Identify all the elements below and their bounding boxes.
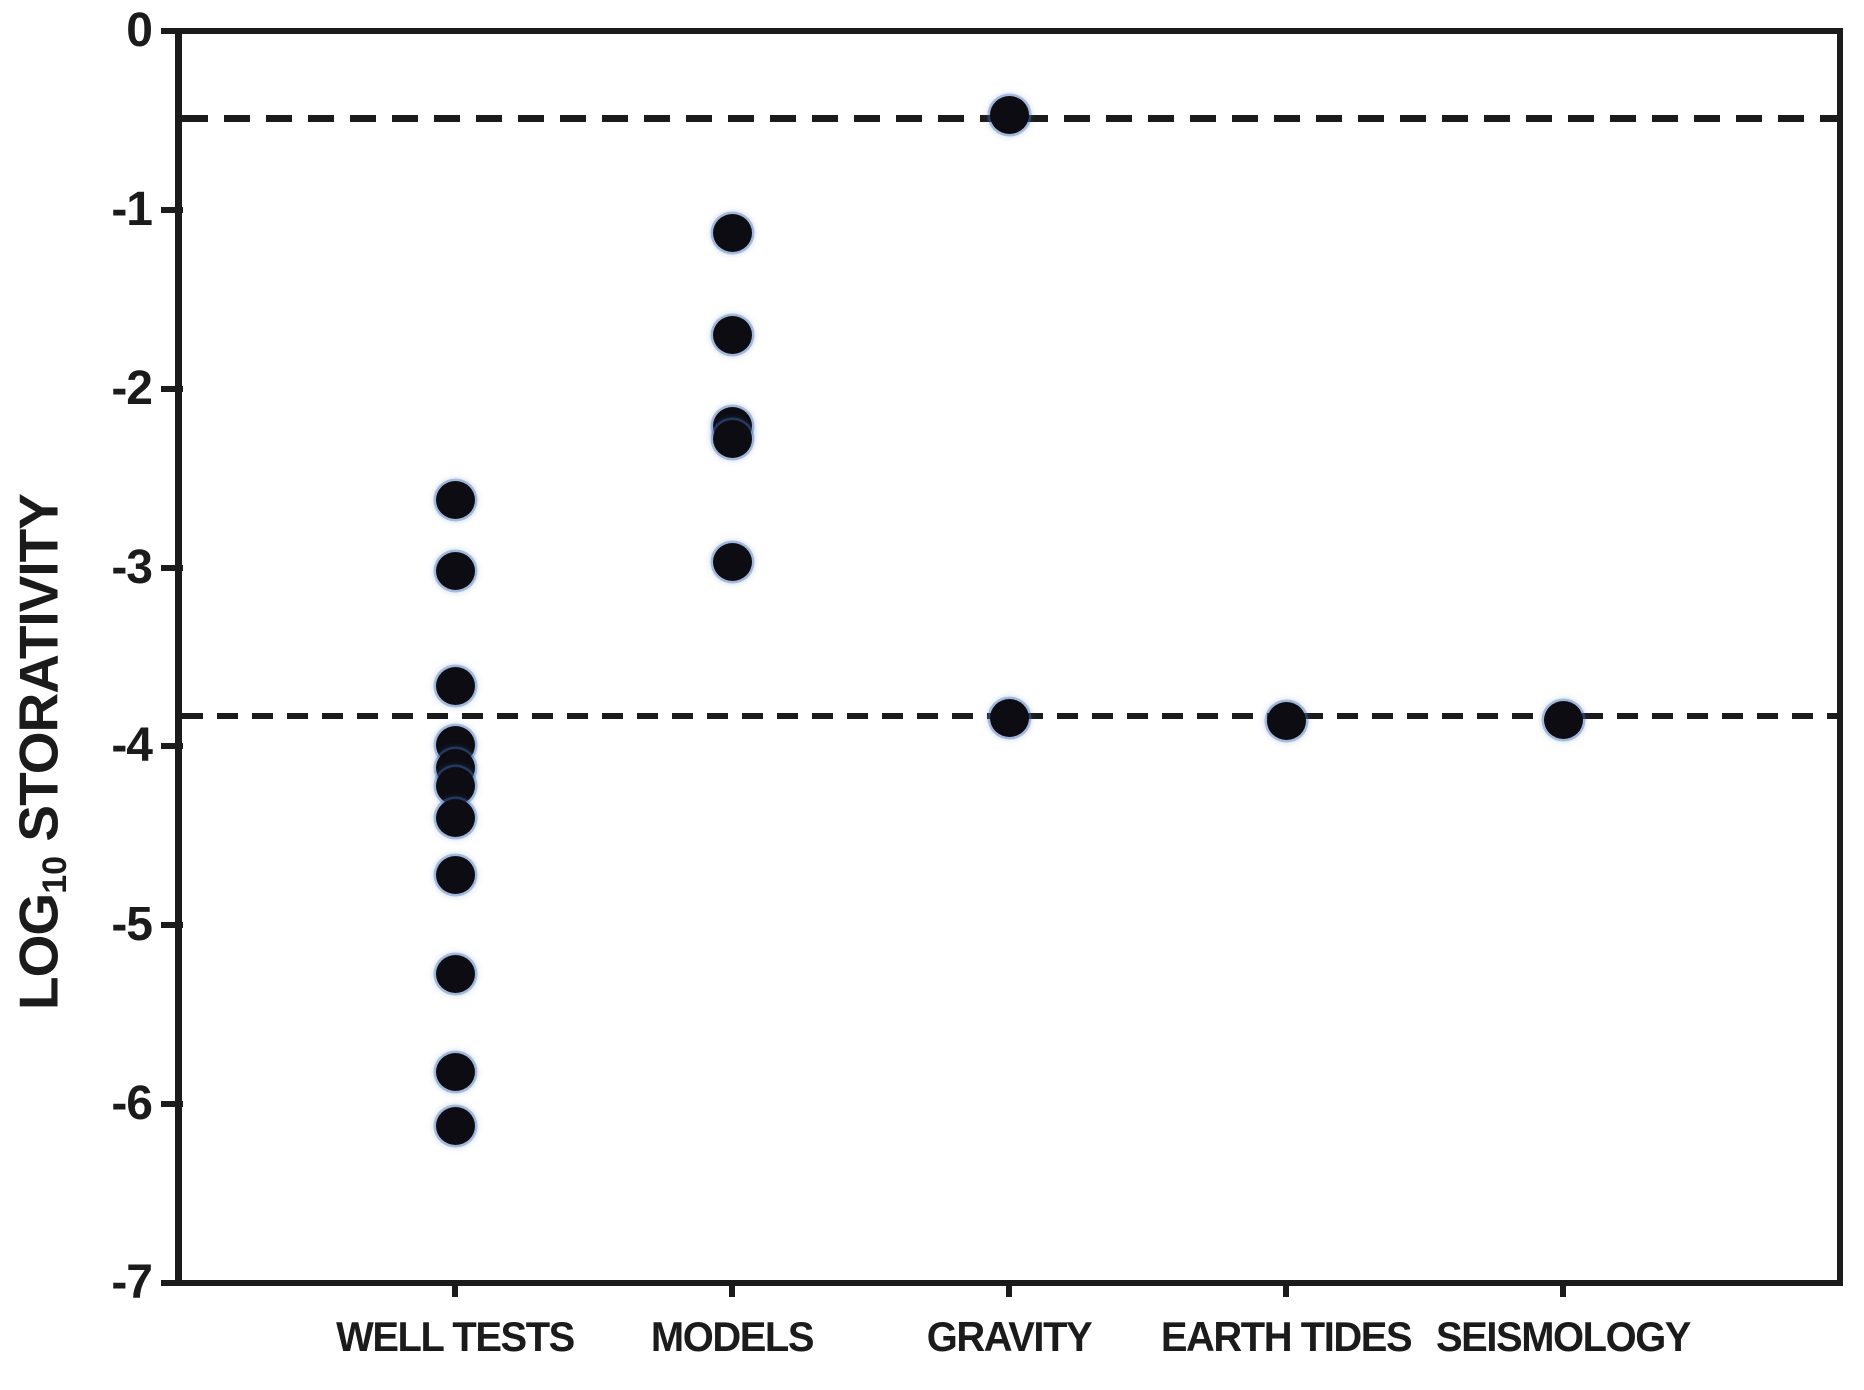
data-point — [712, 543, 752, 582]
data-point — [1543, 700, 1583, 739]
data-point — [1266, 702, 1306, 741]
x-tick-mark — [452, 1280, 458, 1297]
data-point — [712, 214, 752, 253]
x-tick-mark — [729, 1280, 735, 1297]
data-point — [435, 856, 475, 895]
y-axis-title-subscript: 10 — [36, 855, 75, 894]
x-tick-mark — [1560, 1280, 1566, 1297]
data-point — [989, 96, 1029, 135]
data-point — [435, 1052, 475, 1091]
x-tick-mark — [1006, 1280, 1012, 1297]
y-tick-mark — [161, 28, 183, 34]
y-tick-label: -5 — [111, 898, 153, 952]
plot-area — [175, 28, 1843, 1286]
y-tick-mark — [161, 1101, 183, 1108]
y-tick-mark — [161, 922, 183, 929]
y-tick-label: -3 — [111, 540, 153, 594]
y-tick-label: -4 — [111, 719, 153, 773]
x-axis-category-label: GRAVITY — [926, 1313, 1093, 1360]
data-point — [712, 419, 752, 458]
y-tick-mark — [161, 385, 183, 392]
data-point — [435, 552, 475, 591]
y-tick-mark — [161, 564, 183, 571]
data-point — [435, 1106, 475, 1145]
y-tick-label: -1 — [111, 182, 153, 236]
data-point — [435, 666, 475, 705]
x-axis-category-label: EARTH TIDES — [1160, 1313, 1413, 1360]
x-axis-category-label: MODELS — [650, 1313, 815, 1360]
x-tick-mark — [1283, 1280, 1289, 1297]
y-tick-mark — [161, 206, 183, 213]
data-point — [435, 954, 475, 993]
y-tick-mark — [161, 743, 183, 750]
data-point — [435, 766, 475, 805]
y-tick-mark — [161, 1280, 183, 1286]
x-axis-category-label: WELL TESTS — [336, 1313, 575, 1360]
y-tick-label: -2 — [111, 361, 153, 415]
data-point — [712, 316, 752, 355]
data-point — [435, 480, 475, 519]
y-tick-label: -7 — [111, 1256, 153, 1309]
y-tick-label: -6 — [111, 1077, 153, 1131]
data-point — [435, 798, 475, 837]
y-tick-label: 0 — [126, 4, 153, 57]
data-point — [989, 698, 1029, 737]
x-axis-category-label: SEISMOLOGY — [1435, 1313, 1691, 1360]
